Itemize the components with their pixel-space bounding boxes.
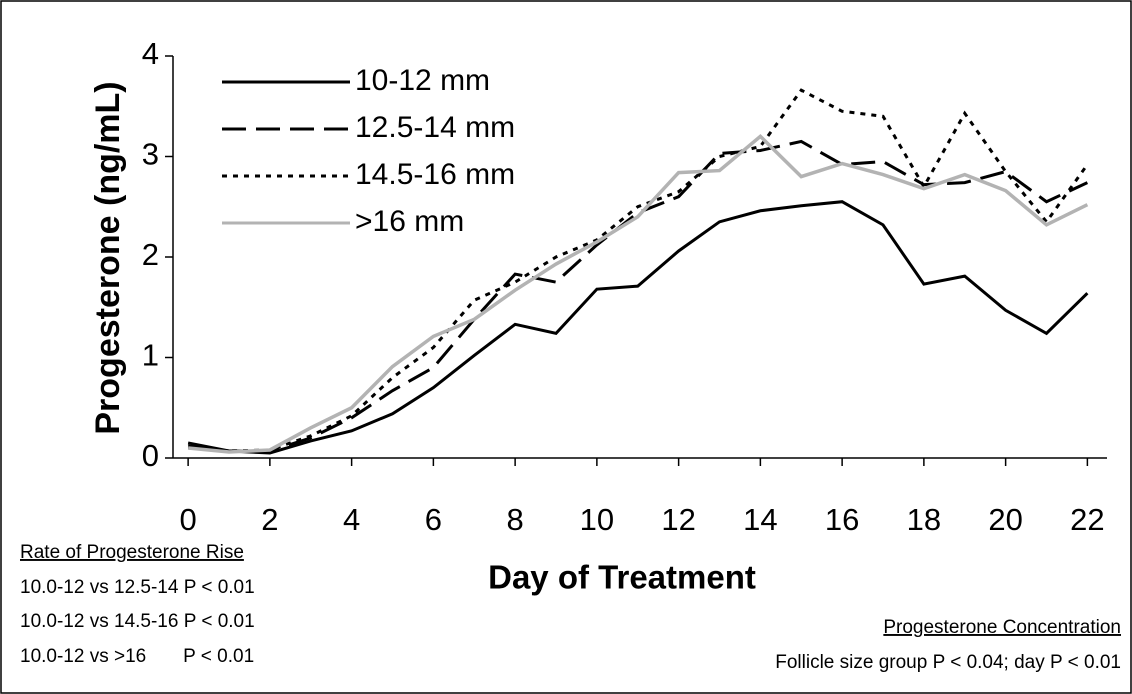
- annotation-title: Progesterone Concentration: [883, 617, 1121, 638]
- y-tick-label: 0: [142, 438, 159, 473]
- annotation: 10.0-12 vs >16 P < 0.01: [20, 646, 254, 667]
- x-tick-label: 8: [507, 502, 524, 537]
- y-tick-label: 2: [142, 237, 159, 272]
- series-line: [187, 134, 1089, 454]
- series-line: [187, 200, 1089, 455]
- legend-label: 12.5-14 mm: [355, 111, 515, 144]
- x-axis-label: Day of Treatment: [488, 559, 756, 596]
- x-tick-label: 2: [261, 502, 278, 537]
- x-tick-label: 10: [580, 502, 614, 537]
- x-tick-label: 6: [425, 502, 442, 537]
- series-line: [187, 139, 1089, 453]
- y-tick-label: 3: [142, 137, 159, 172]
- y-axis-label: Progesterone (ng/mL): [89, 81, 127, 434]
- x-tick-label: 0: [179, 502, 196, 537]
- x-tick-label: 18: [907, 502, 941, 537]
- annotation: 10.0-12 vs 14.5-16 P < 0.01: [20, 611, 255, 632]
- annotation: Follicle size group P < 0.04; day P < 0.…: [775, 652, 1121, 673]
- x-tick-label: 22: [1070, 502, 1104, 537]
- annotation-title: Rate of Progesterone Rise: [20, 542, 244, 563]
- x-tick-label: 16: [825, 502, 859, 537]
- legend-label: >16 mm: [355, 205, 464, 238]
- legend-label: 14.5-16 mm: [355, 158, 515, 191]
- x-tick-label: 14: [743, 502, 777, 537]
- x-tick-label: 12: [661, 502, 695, 537]
- x-tick-label: 20: [988, 502, 1022, 537]
- legend-label: 10-12 mm: [355, 64, 490, 97]
- y-tick-label: 4: [142, 36, 159, 71]
- series-line: [188, 88, 1089, 453]
- x-tick-label: 4: [343, 502, 360, 537]
- annotation: 10.0-12 vs 12.5-14 P < 0.01: [20, 577, 255, 598]
- y-tick-label: 1: [142, 338, 159, 373]
